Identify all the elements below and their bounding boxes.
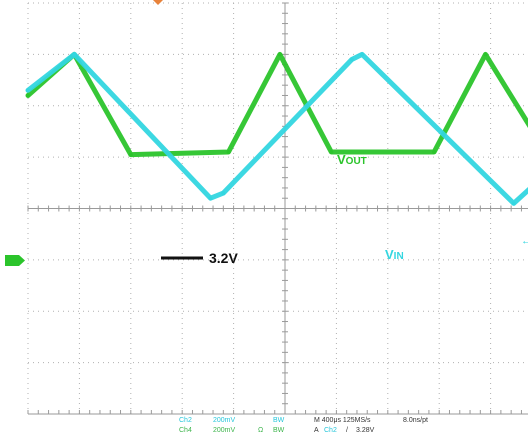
- series-label-vin: VIN: [385, 247, 404, 262]
- status-ch2-scale: 200mV: [213, 417, 236, 424]
- annotation-3.2v: 3.2V: [209, 250, 238, 266]
- status-trigger-prefix: A: [314, 427, 319, 434]
- trace-point-vout: [483, 52, 488, 57]
- status-ch4-bw: BW: [273, 427, 285, 434]
- status-ch4-impedance: Ω: [258, 427, 264, 434]
- status-record-length: 8.0ns/pt: [403, 417, 428, 424]
- trace-point-vin: [26, 88, 30, 93]
- status-trigger-channel: Ch2: [324, 427, 337, 434]
- trace-point-vin: [72, 52, 77, 57]
- status-ch2-bw: BW: [273, 417, 285, 424]
- series-label-vout: VOUT: [337, 152, 367, 167]
- status-trigger-slope: /: [346, 427, 348, 434]
- trace-point-vout: [432, 150, 437, 154]
- trace-point-vout: [329, 150, 334, 154]
- trace-vin: [25, 51, 528, 206]
- trace-point-vout: [277, 52, 282, 57]
- trace-point-vin: [511, 201, 516, 206]
- trace-layer: [25, 51, 528, 206]
- graticule: [27, 2, 528, 415]
- status-ch4-scale: 200mV: [213, 427, 236, 434]
- trigger-level-arrow: ←: [521, 235, 528, 247]
- trace-point-vout: [26, 93, 30, 98]
- status-ch4-label: Ch4: [179, 427, 192, 434]
- status-ch2-label: Ch2: [179, 417, 192, 424]
- trace-point-vout: [128, 152, 133, 157]
- status-horizontal: M 400μs 125MS/s: [314, 417, 371, 424]
- trace-point-vin: [360, 52, 365, 57]
- status-trigger-level: 3.28V: [356, 427, 375, 434]
- trace-point-vin: [349, 57, 354, 62]
- trace-point-vin: [221, 191, 226, 196]
- trace-point-vin: [208, 196, 213, 201]
- ground-marker-ch4: [5, 255, 25, 266]
- trigger-position-marker: [153, 0, 163, 5]
- trace-point-vout: [226, 150, 231, 154]
